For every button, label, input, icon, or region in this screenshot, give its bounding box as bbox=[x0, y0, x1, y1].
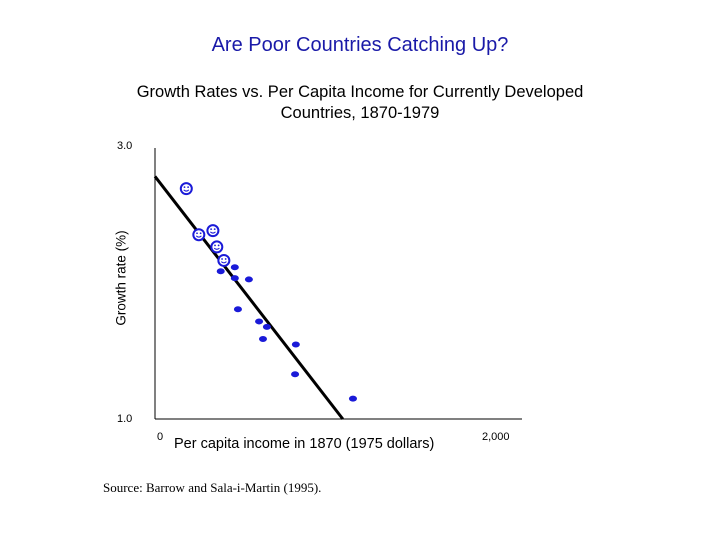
data-point-smiley bbox=[179, 182, 193, 196]
data-point bbox=[233, 306, 242, 313]
data-point-smiley bbox=[210, 240, 224, 254]
data-point bbox=[230, 275, 239, 282]
x-tick-label-max: 2,000 bbox=[482, 431, 510, 443]
data-point bbox=[244, 276, 253, 283]
data-point bbox=[291, 371, 300, 378]
data-point bbox=[230, 264, 239, 271]
data-point-smiley bbox=[217, 253, 231, 267]
data-point-smiley bbox=[206, 224, 220, 238]
chart-title-line-1: Growth Rates vs. Per Capita Income for C… bbox=[136, 83, 584, 101]
y-tick-label-max: 3.0 bbox=[117, 140, 133, 152]
data-point bbox=[291, 341, 300, 348]
data-point bbox=[216, 268, 225, 275]
slide-title: Are Poor Countries Catching Up? bbox=[211, 34, 509, 56]
data-points bbox=[179, 182, 357, 402]
data-point bbox=[262, 323, 271, 330]
y-tick-label-min: 1.0 bbox=[117, 413, 133, 425]
x-tick-label-min: 0 bbox=[157, 431, 164, 443]
source-note: Source: Barrow and Sala-i-Martin (1995). bbox=[103, 480, 322, 495]
data-point bbox=[255, 318, 264, 325]
data-point bbox=[258, 336, 267, 343]
x-axis-label: Per capita income in 1870 (1975 dollars) bbox=[174, 436, 435, 452]
chart-title-line-2: Countries, 1870-1979 bbox=[280, 104, 440, 122]
data-point-smiley bbox=[192, 228, 206, 242]
data-point bbox=[348, 395, 357, 402]
trend-line bbox=[153, 175, 344, 420]
chart-title: Growth Rates vs. Per Capita Income for C… bbox=[60, 82, 660, 124]
